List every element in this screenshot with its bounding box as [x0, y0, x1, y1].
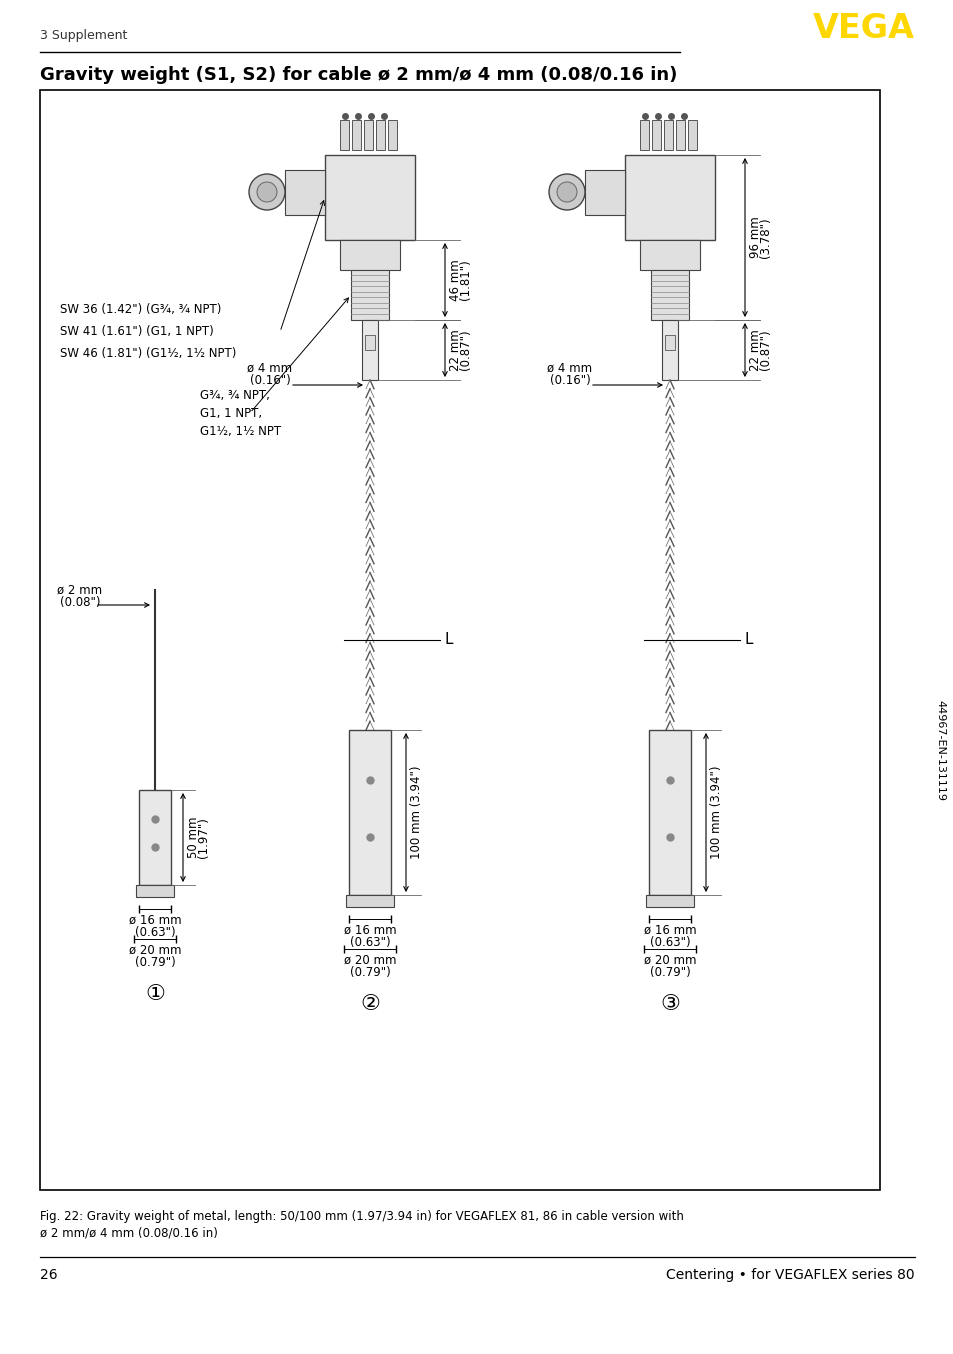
Text: (0.87"): (0.87"): [458, 329, 472, 370]
Text: 100 mm (3.94"): 100 mm (3.94"): [410, 766, 422, 860]
Bar: [364, 121, 373, 150]
Text: (3.78"): (3.78"): [759, 217, 771, 257]
Bar: [365, 334, 375, 349]
Text: 46 mm: 46 mm: [449, 259, 461, 301]
Text: (0.63"): (0.63"): [649, 936, 690, 949]
Bar: [361, 320, 377, 380]
Text: ③: ③: [659, 994, 679, 1014]
Bar: [351, 269, 389, 320]
Bar: [285, 171, 325, 215]
Circle shape: [249, 175, 285, 210]
Circle shape: [557, 181, 577, 202]
Text: G1, 1 NPT,: G1, 1 NPT,: [200, 406, 262, 420]
Text: SW 46 (1.81") (G1½, 1½ NPT): SW 46 (1.81") (G1½, 1½ NPT): [60, 348, 236, 360]
Bar: [325, 154, 415, 240]
Bar: [346, 895, 394, 907]
Text: 96 mm: 96 mm: [748, 217, 761, 259]
Circle shape: [548, 175, 584, 210]
Text: ①: ①: [145, 984, 165, 1005]
Text: (0.16"): (0.16"): [250, 374, 290, 387]
Text: 100 mm (3.94"): 100 mm (3.94"): [709, 766, 722, 860]
Bar: [639, 121, 648, 150]
Bar: [661, 320, 678, 380]
Text: Gravity weight (S1, S2) for cable ø 2 mm/ø 4 mm (0.08/0.16 in): Gravity weight (S1, S2) for cable ø 2 mm…: [40, 66, 677, 84]
Text: ø 20 mm: ø 20 mm: [643, 955, 696, 967]
Text: (0.79"): (0.79"): [349, 965, 390, 979]
Text: (0.63"): (0.63"): [350, 936, 390, 949]
Text: ø 2 mm: ø 2 mm: [57, 584, 103, 597]
Text: VEGA: VEGA: [812, 11, 914, 45]
Bar: [648, 730, 690, 895]
Text: 22 mm: 22 mm: [449, 329, 461, 371]
Text: G¾, ¾ NPT,: G¾, ¾ NPT,: [200, 389, 270, 402]
Text: (1.97"): (1.97"): [196, 816, 210, 858]
Bar: [650, 269, 688, 320]
Bar: [687, 121, 697, 150]
Text: SW 36 (1.42") (G¾, ¾ NPT): SW 36 (1.42") (G¾, ¾ NPT): [60, 303, 221, 317]
Text: ø 20 mm: ø 20 mm: [343, 955, 395, 967]
Text: 26: 26: [40, 1267, 57, 1282]
Bar: [624, 154, 714, 240]
Text: Centering • for VEGAFLEX series 80: Centering • for VEGAFLEX series 80: [666, 1267, 914, 1282]
Bar: [388, 121, 396, 150]
Circle shape: [256, 181, 276, 202]
Text: L: L: [444, 632, 453, 647]
Text: 22 mm: 22 mm: [748, 329, 761, 371]
Text: (0.63"): (0.63"): [134, 926, 175, 940]
Text: SW 41 (1.61") (G1, 1 NPT): SW 41 (1.61") (G1, 1 NPT): [60, 325, 213, 338]
Text: L: L: [744, 632, 753, 647]
Text: (0.79"): (0.79"): [649, 965, 690, 979]
Bar: [663, 121, 672, 150]
Text: (0.79"): (0.79"): [134, 956, 175, 969]
Bar: [664, 334, 675, 349]
Bar: [639, 240, 700, 269]
Text: (1.81"): (1.81"): [458, 260, 472, 301]
Bar: [651, 121, 660, 150]
Bar: [645, 895, 693, 907]
Bar: [584, 171, 624, 215]
Text: (0.87"): (0.87"): [759, 329, 771, 370]
Bar: [339, 240, 399, 269]
Text: ø 20 mm: ø 20 mm: [129, 944, 181, 957]
Text: ø 16 mm: ø 16 mm: [129, 914, 181, 927]
Bar: [349, 730, 391, 895]
Text: ø 16 mm: ø 16 mm: [343, 923, 395, 937]
Text: 50 mm: 50 mm: [187, 816, 200, 858]
Bar: [352, 121, 360, 150]
Text: Fig. 22: Gravity weight of metal, length: 50/100 mm (1.97/3.94 in) for VEGAFLEX : Fig. 22: Gravity weight of metal, length…: [40, 1210, 683, 1223]
Text: (0.08"): (0.08"): [60, 596, 100, 609]
Text: ø 4 mm: ø 4 mm: [247, 362, 293, 375]
Text: 3 Supplement: 3 Supplement: [40, 28, 128, 42]
Bar: [40, 89, 879, 1190]
Text: ②: ②: [359, 994, 379, 1014]
Text: ø 2 mm/ø 4 mm (0.08/0.16 in): ø 2 mm/ø 4 mm (0.08/0.16 in): [40, 1225, 217, 1239]
Bar: [139, 789, 171, 886]
Bar: [339, 121, 349, 150]
Bar: [676, 121, 684, 150]
Text: 44967-EN-131119: 44967-EN-131119: [934, 700, 944, 800]
Text: ø 4 mm: ø 4 mm: [547, 362, 592, 375]
Text: G1½, 1½ NPT: G1½, 1½ NPT: [200, 425, 281, 437]
Text: ø 16 mm: ø 16 mm: [643, 923, 696, 937]
Bar: [136, 886, 173, 896]
Bar: [375, 121, 385, 150]
Text: (0.16"): (0.16"): [549, 374, 590, 387]
